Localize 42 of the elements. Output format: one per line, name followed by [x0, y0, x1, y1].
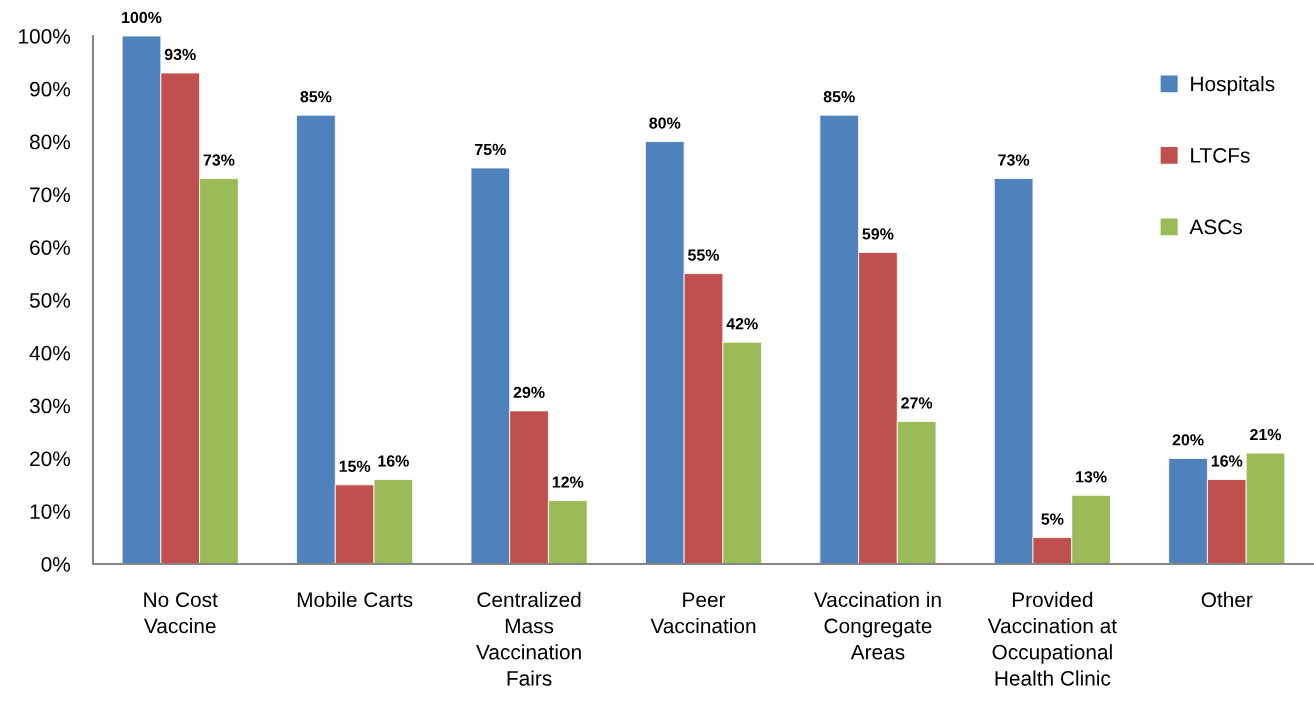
data-label: 12% [552, 476, 584, 488]
x-tick-label: Vaccination in Congregate Areas [813, 591, 941, 660]
y-tick-label: 90% [30, 81, 71, 97]
y-tick-label: 0% [41, 557, 71, 572]
y-tick-label: 100% [19, 29, 71, 44]
x-tick-label: Peer Vaccination [650, 592, 756, 634]
data-label: 20% [1172, 434, 1204, 446]
data-label: 73% [203, 154, 235, 166]
y-tick-label: 70% [30, 187, 71, 203]
x-tick-label: No Cost Vaccine [144, 592, 218, 634]
legend-label: LTCFs [1191, 148, 1250, 163]
y-tick-label: 40% [29, 345, 71, 361]
data-label: 73% [998, 154, 1030, 166]
data-label: 80% [649, 117, 681, 129]
data-label: 55% [688, 249, 720, 261]
data-label: 21% [1250, 428, 1282, 441]
data-label: 93% [164, 48, 196, 61]
y-tick-label: 50% [29, 293, 71, 308]
x-tick-label: Mobile Carts [297, 591, 413, 608]
data-label: 16% [378, 455, 409, 467]
y-tick-label: 10% [30, 504, 71, 519]
y-tick-label: 20% [30, 451, 71, 467]
data-label: 85% [300, 91, 332, 103]
data-label: 15% [339, 460, 371, 472]
data-label: 27% [901, 397, 933, 409]
x-tick-label: Centralized Mass Vaccination Fairs [476, 591, 581, 686]
legend-label: Hospitals [1191, 76, 1275, 96]
y-tick-label: 80% [29, 134, 71, 150]
legend-label: ASCs [1189, 219, 1242, 235]
data-label: 13% [1076, 471, 1107, 483]
y-tick-label: 30% [29, 398, 71, 414]
data-label: 5% [1041, 513, 1064, 525]
data-label: 29% [513, 386, 545, 398]
x-tick-label: Other [1201, 591, 1253, 608]
x-tick-label: Provided Vaccination at Occupational Health Clinic [987, 591, 1117, 686]
y-tick-label: 60% [30, 240, 71, 255]
data-label: 75% [475, 143, 506, 156]
data-label: 42% [726, 318, 758, 330]
data-label: 16% [1211, 455, 1243, 467]
data-label: 85% [823, 91, 855, 103]
data-label: 100% [122, 11, 162, 24]
data-label: 59% [862, 228, 894, 240]
